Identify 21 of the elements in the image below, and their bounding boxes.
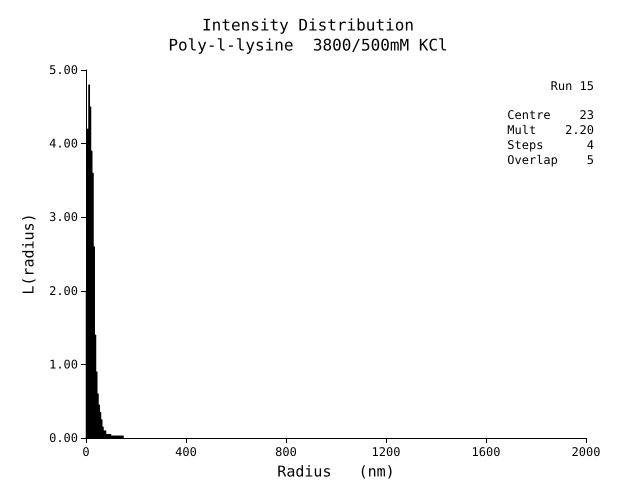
y-axis-title: L(radius) xyxy=(20,213,38,295)
chart-subtitle: Poly-l-lysine 3800/500mM KCl xyxy=(168,36,448,54)
x-tick-label: 800 xyxy=(275,445,297,459)
x-tick-label: 0 xyxy=(82,445,90,459)
x-tick-label: 1200 xyxy=(372,445,400,459)
y-tick-label: 1.00 xyxy=(49,357,78,372)
y-tick-label: 5.00 xyxy=(49,63,78,77)
y-tick-label: 0.00 xyxy=(49,431,78,445)
annotation: Mult 2.20 xyxy=(507,123,594,137)
chart-title: Intensity Distribution xyxy=(202,16,414,34)
annotation: Run 15 xyxy=(550,79,594,93)
x-tick-label: 400 xyxy=(175,445,197,459)
annotation: Overlap 5 xyxy=(507,153,594,167)
x-tick-label: 1600 xyxy=(472,445,500,459)
annotation: Steps 4 xyxy=(507,138,594,152)
y-tick-label: 2.00 xyxy=(49,284,78,298)
x-axis-title: Radius (nm) xyxy=(277,462,395,480)
y-tick-label: 4.00 xyxy=(49,136,78,151)
x-tick-label: 2000 xyxy=(572,445,600,459)
annotation: Centre 23 xyxy=(507,108,594,122)
y-tick-label: 3.00 xyxy=(49,210,78,224)
